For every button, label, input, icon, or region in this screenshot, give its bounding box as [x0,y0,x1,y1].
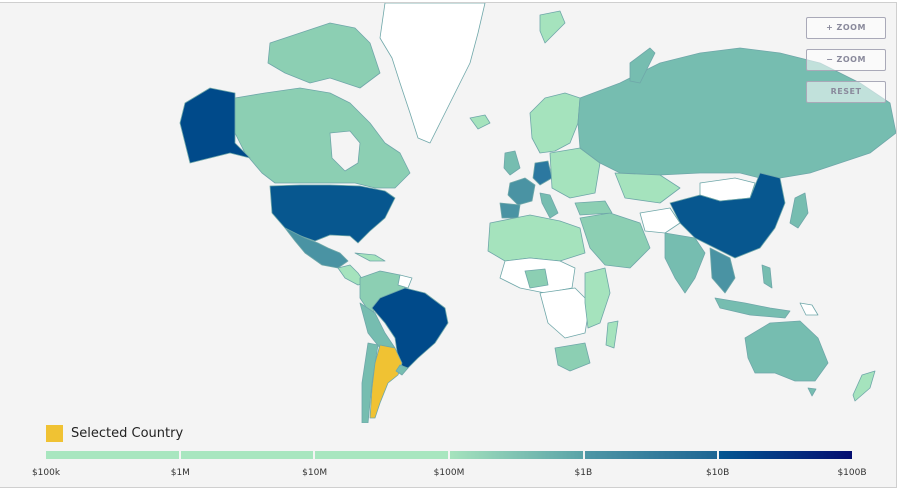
legend-label: Selected Country [71,426,184,441]
country-japan[interactable] [789,192,809,229]
reset-button[interactable]: RESET [806,81,886,103]
country-greenland[interactable] [379,3,486,144]
scale-tick-label: $100M [433,468,465,478]
country-kazakhstan[interactable] [614,172,681,204]
country-turkey[interactable] [574,200,613,216]
scale-segment [180,451,314,459]
country-usa-alaska[interactable] [179,87,251,164]
country-south-africa[interactable] [554,342,591,372]
zoom-in-button[interactable]: + ZOOM [806,17,886,39]
country-china[interactable] [669,172,786,259]
country-brazil[interactable] [371,287,449,372]
country-svalbard[interactable] [539,10,566,44]
scale-tick-label: $10B [705,468,730,478]
region-central-africa[interactable] [539,287,591,339]
country-russia[interactable] [577,47,896,179]
country-canada-islands[interactable] [267,22,381,89]
country-chile[interactable] [361,342,379,423]
scale-segment [315,451,449,459]
region-middle-east[interactable] [579,212,651,269]
zoom-out-button[interactable]: − ZOOM [806,49,886,71]
island-tasmania[interactable] [807,387,817,397]
region-central-asia[interactable] [639,207,681,234]
country-australia[interactable] [744,320,829,382]
scale-ticks: $100k $1M $10M $100M $1B $10B $100B [0,468,899,482]
country-iceland[interactable] [469,114,491,130]
region-southeast-asia[interactable] [709,247,736,294]
country-mexico[interactable] [284,227,349,269]
country-germany[interactable] [532,160,553,186]
country-uk[interactable] [503,150,521,176]
island-novaya-zemlya[interactable] [629,47,656,84]
country-nigeria[interactable] [524,268,549,289]
scale-segment [450,451,583,459]
country-papua-new-guinea[interactable] [799,302,819,316]
scale-segment [46,451,179,459]
country-canada[interactable] [234,87,411,189]
country-usa[interactable] [269,184,396,244]
country-new-zealand[interactable] [852,370,876,402]
region-east-africa[interactable] [584,267,611,329]
scale-segment [584,451,718,459]
country-italy[interactable] [539,192,559,219]
region-north-africa[interactable] [487,214,586,262]
country-indonesia[interactable] [714,297,791,319]
country-argentina[interactable] [369,344,403,419]
country-madagascar[interactable] [605,320,619,349]
water-hudson-bay [329,130,361,172]
world-map[interactable] [0,3,896,423]
country-india[interactable] [664,232,706,294]
scale-tick-label: $10M [302,468,328,478]
country-spain[interactable] [499,202,521,219]
legend-selected-country: Selected Country [46,425,183,442]
region-scandinavia[interactable] [529,92,581,154]
country-france[interactable] [507,177,536,206]
scale-tick-label: $100B [837,468,867,478]
color-scale [46,451,853,459]
region-guianas[interactable] [397,274,413,289]
scale-segment [719,451,853,459]
country-philippines[interactable] [761,264,773,289]
country-uruguay[interactable] [395,364,409,376]
scale-tick-label: $100k [31,468,61,478]
scale-tick-label: $1B [574,468,593,478]
scale-tick-label: $1M [170,468,190,478]
selected-swatch [46,425,63,442]
region-caribbean[interactable] [354,252,386,262]
